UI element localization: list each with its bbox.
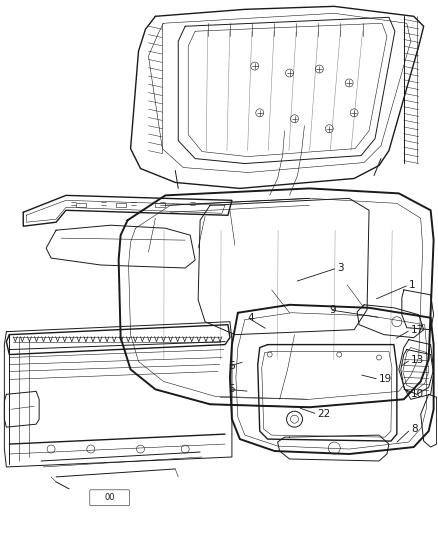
Text: 1: 1 [409, 280, 415, 290]
FancyBboxPatch shape [90, 490, 130, 506]
Text: 00: 00 [104, 493, 115, 502]
Bar [116, 203, 126, 207]
Bar [76, 203, 86, 207]
Text: 3: 3 [337, 263, 344, 273]
Text: 10: 10 [411, 389, 424, 399]
Text: 17: 17 [411, 325, 424, 335]
Text: 6: 6 [228, 361, 235, 372]
Text: 13: 13 [411, 354, 424, 365]
Text: 5: 5 [228, 384, 235, 394]
Text: 9: 9 [329, 305, 336, 315]
Bar [155, 203, 165, 207]
Text: 19: 19 [379, 374, 392, 384]
Text: 22: 22 [318, 409, 331, 419]
Text: 4: 4 [248, 313, 254, 323]
Text: 8: 8 [411, 424, 417, 434]
